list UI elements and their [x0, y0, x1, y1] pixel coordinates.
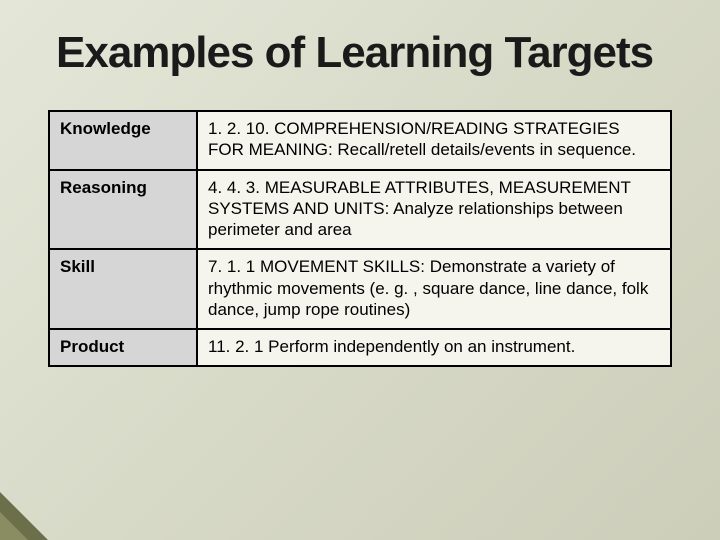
slide-title: Examples of Learning Targets [56, 28, 672, 78]
slide-container: Examples of Learning Targets Knowledge 1… [0, 0, 720, 540]
table-row: Knowledge 1. 2. 10. COMPREHENSION/READIN… [49, 111, 671, 170]
row-label: Product [49, 329, 197, 366]
row-label: Reasoning [49, 170, 197, 250]
row-label: Knowledge [49, 111, 197, 170]
table-row: Skill 7. 1. 1 MOVEMENT SKILLS: Demonstra… [49, 249, 671, 329]
row-description: 7. 1. 1 MOVEMENT SKILLS: Demonstrate a v… [197, 249, 671, 329]
row-description: 1. 2. 10. COMPREHENSION/READING STRATEGI… [197, 111, 671, 170]
row-description: 11. 2. 1 Perform independently on an ins… [197, 329, 671, 366]
row-description: 4. 4. 3. MEASURABLE ATTRIBUTES, MEASUREM… [197, 170, 671, 250]
row-label: Skill [49, 249, 197, 329]
corner-accent-icon [0, 492, 48, 540]
table-row: Product 11. 2. 1 Perform independently o… [49, 329, 671, 366]
table-row: Reasoning 4. 4. 3. MEASURABLE ATTRIBUTES… [49, 170, 671, 250]
learning-targets-table: Knowledge 1. 2. 10. COMPREHENSION/READIN… [48, 110, 672, 367]
